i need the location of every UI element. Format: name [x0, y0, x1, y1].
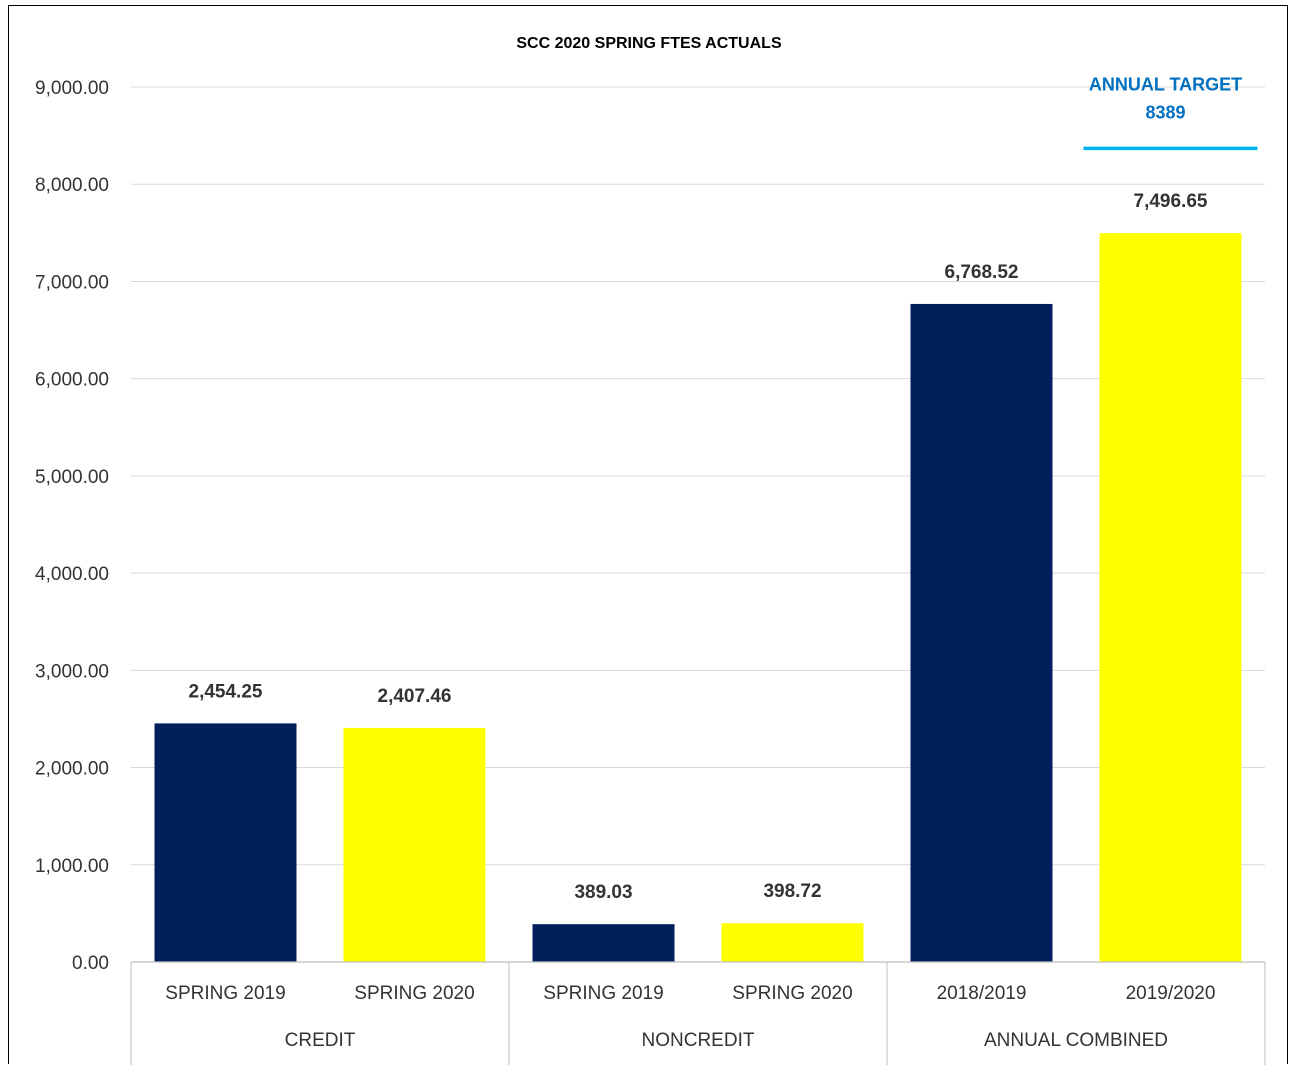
bar: [343, 727, 486, 962]
x-tick-label: SPRING 2019: [165, 983, 285, 1004]
x-tick-label: 2019/2020: [1126, 983, 1216, 1004]
data-label: 7,496.65: [1134, 191, 1208, 212]
data-label: 389.03: [574, 882, 632, 903]
bars: [154, 233, 1242, 962]
annual-target-annotation: ANNUAL TARGET 8389: [1083, 74, 1258, 151]
bar: [532, 924, 675, 962]
data-label: 6,768.52: [945, 262, 1019, 283]
annual-target-label: ANNUAL TARGET: [1089, 74, 1242, 94]
data-label: 398.72: [763, 881, 821, 902]
bar: [154, 723, 297, 962]
gridlines: [131, 86, 1265, 866]
data-label: 2,454.25: [189, 681, 263, 702]
bar: [721, 923, 864, 962]
bar: [1099, 233, 1242, 962]
y-tick-label: 3,000.00: [35, 661, 109, 682]
chart-title: SCC 2020 SPRING FTES ACTUALS: [516, 35, 782, 52]
y-tick-label: 7,000.00: [35, 272, 109, 293]
chart-frame: SCC 2020 SPRING FTES ACTUALS 0.00 1,000.0…: [8, 5, 1288, 1065]
x-tick-label: SPRING 2020: [732, 983, 852, 1004]
y-axis-ticks: 0.00 1,000.00 2,000.00 3,000.00 4,000.00 5,00…: [35, 78, 109, 974]
data-label: 2,407.46: [378, 686, 452, 707]
group-label: NONCREDIT: [642, 1030, 755, 1051]
annual-target-label: 8389: [1145, 102, 1185, 122]
y-tick-label: 8,000.00: [35, 175, 109, 196]
bar: [910, 303, 1053, 962]
y-tick-label: 1,000.00: [35, 856, 109, 877]
x-tick-label: SPRING 2020: [354, 983, 474, 1004]
x-axis: SPRING 2019 SPRING 2020 CREDIT SPRING 2019 S…: [130, 961, 1266, 1065]
y-tick-label: 0.00: [72, 953, 109, 974]
x-tick-label: 2018/2019: [937, 983, 1027, 1004]
x-tick-label: SPRING 2019: [543, 983, 663, 1004]
data-labels: 2,454.25 2,407.46 389.03 398.72 6,768.52 7,49…: [189, 191, 1208, 903]
y-tick-label: 6,000.00: [35, 370, 109, 391]
y-tick-label: 4,000.00: [35, 564, 109, 585]
group-label: ANNUAL COMBINED: [984, 1030, 1168, 1051]
chart-svg: SCC 2020 SPRING FTES ACTUALS 0.00 1,000.0…: [35, 35, 1266, 1065]
y-tick-label: 9,000.00: [35, 78, 109, 99]
group-label: CREDIT: [285, 1030, 356, 1051]
y-tick-label: 5,000.00: [35, 467, 109, 488]
y-tick-label: 2,000.00: [35, 759, 109, 780]
